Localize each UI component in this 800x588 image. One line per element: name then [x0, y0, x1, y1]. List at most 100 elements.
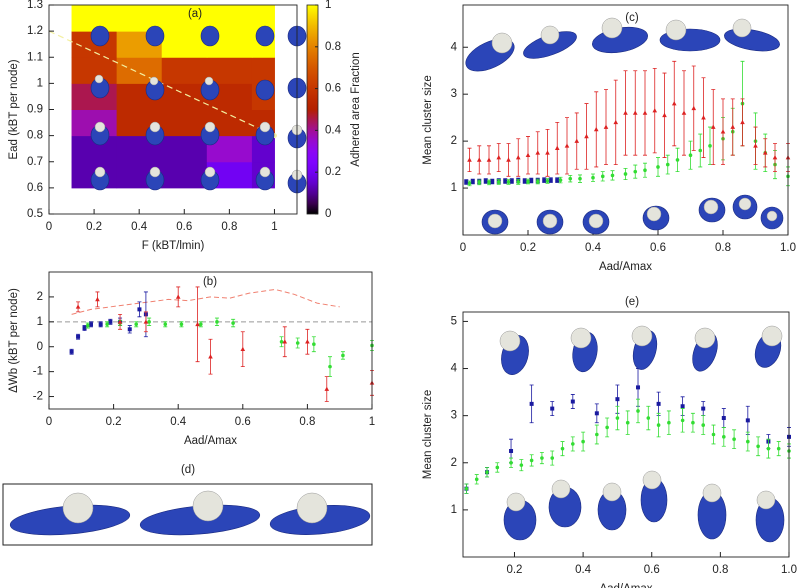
particle	[94, 121, 106, 133]
marker	[143, 319, 149, 324]
heat-cell	[251, 5, 275, 32]
marker	[632, 110, 638, 115]
particle	[703, 199, 719, 215]
reference-line	[71, 288, 340, 315]
y-tick-label: 3	[451, 410, 457, 422]
particle	[204, 76, 214, 86]
marker	[506, 157, 511, 162]
colorbar-tick-label: 1	[325, 0, 331, 11]
heat-cell	[161, 109, 208, 137]
marker	[740, 119, 745, 125]
marker	[467, 181, 472, 186]
marker	[522, 179, 527, 184]
marker	[477, 180, 482, 185]
marker	[503, 179, 508, 184]
marker	[701, 406, 706, 411]
marker	[623, 110, 628, 115]
particle	[62, 492, 94, 524]
x-tick-label: 0.8	[712, 564, 728, 576]
marker	[688, 153, 693, 158]
marker	[179, 322, 184, 327]
marker	[665, 162, 670, 167]
marker	[656, 165, 660, 169]
particle	[487, 213, 503, 229]
marker	[745, 418, 750, 423]
marker	[195, 321, 200, 327]
y-tick-label: 2	[451, 457, 457, 469]
particle	[204, 166, 216, 178]
marker	[594, 411, 599, 416]
y-tick-label: 2	[37, 291, 43, 303]
marker	[708, 144, 712, 148]
marker	[526, 179, 530, 184]
marker	[295, 341, 300, 345]
y-tick-label: 2	[451, 135, 457, 147]
marker	[564, 143, 570, 148]
heat-cell	[251, 57, 275, 84]
y-tick-label: 0.6	[27, 182, 43, 194]
y-tick-label: 0	[37, 341, 43, 353]
marker	[548, 178, 553, 183]
particle	[766, 210, 778, 222]
particle	[149, 166, 161, 178]
marker	[69, 349, 74, 354]
marker	[496, 180, 501, 184]
marker	[574, 138, 580, 143]
x-tick-label: 0.6	[650, 242, 666, 254]
y-tick-label: 1.2	[27, 25, 43, 37]
y-tick-label: 0.7	[27, 156, 43, 168]
heat-cell	[161, 83, 208, 110]
colorbar-tick-label: 0	[325, 208, 331, 220]
marker	[698, 148, 703, 153]
marker	[529, 178, 534, 183]
marker	[95, 296, 100, 302]
colorbar-tick-label: 0.4	[325, 124, 342, 136]
marker	[509, 460, 513, 465]
marker	[652, 108, 658, 113]
marker	[613, 119, 619, 125]
marker	[324, 386, 330, 391]
marker	[305, 339, 310, 344]
marker	[681, 110, 687, 115]
marker	[710, 124, 716, 129]
y-axis-label: ΔWb (kBT per node)	[8, 288, 20, 393]
marker	[88, 322, 93, 327]
y-tick-label: 1	[451, 182, 457, 194]
x-tick-label: 0.2	[506, 564, 522, 576]
marker	[485, 470, 489, 474]
y-tick-label: 0.9	[27, 104, 43, 116]
marker	[591, 175, 595, 180]
marker	[722, 435, 726, 439]
marker	[282, 339, 288, 344]
marker	[470, 179, 475, 184]
particle	[506, 492, 526, 512]
marker	[516, 180, 521, 184]
x-tick-label: 0	[46, 221, 52, 233]
heat-cell	[71, 57, 118, 84]
particle	[732, 18, 752, 38]
marker	[515, 155, 521, 160]
colorbar-tick-label: 0.6	[325, 83, 341, 95]
marker	[490, 179, 495, 184]
marker	[231, 321, 235, 325]
x-tick-label: 0.4	[585, 242, 602, 254]
vesicle	[255, 25, 275, 47]
x-axis-label: Aad/Amax	[599, 261, 652, 273]
x-tick-label: 1	[271, 221, 277, 233]
vesicle	[200, 25, 220, 47]
marker	[215, 320, 219, 324]
y-tick-label: -1	[33, 366, 43, 378]
x-tick-label: 0	[460, 242, 466, 254]
marker	[667, 420, 671, 425]
marker	[341, 353, 345, 358]
x-axis-label: Aad/Amax	[184, 435, 237, 447]
y-axis-label: Ead (kBT per node)	[8, 59, 20, 159]
marker	[75, 304, 81, 309]
marker	[483, 179, 488, 184]
particle	[588, 213, 604, 229]
marker	[772, 155, 778, 160]
marker	[464, 486, 469, 491]
axes-frame	[462, 311, 790, 558]
marker	[593, 126, 599, 132]
particle	[94, 74, 104, 84]
